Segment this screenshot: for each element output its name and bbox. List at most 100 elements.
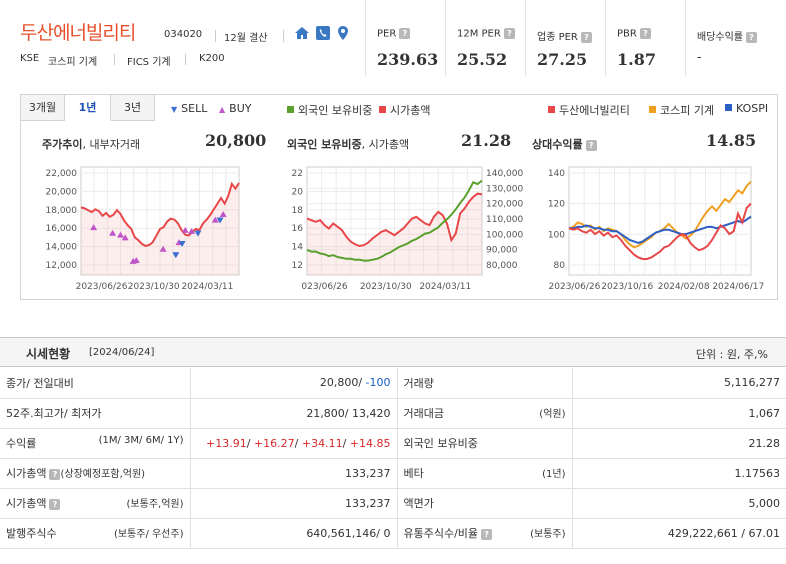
index-membership: K200 [199, 53, 225, 64]
market-name: KSE [20, 53, 40, 64]
legend-label: 코스피 기계 [660, 104, 715, 117]
kpi-value: - [697, 50, 702, 65]
phone-icon[interactable] [315, 25, 331, 41]
x-tick-label: 2023/10/16 [601, 282, 653, 292]
home-icon[interactable] [294, 25, 310, 41]
buy-marker [121, 234, 129, 241]
kpi-value: 1.87 [617, 50, 656, 69]
row-value: 21,800/ 13,420 [190, 398, 398, 429]
price-change: -100 [365, 376, 391, 390]
help-icon[interactable]: ? [399, 28, 411, 39]
market-status-table: 종가/ 전일대비 20,800/ -100 거래량 5,116,277 52주.… [0, 368, 786, 549]
row-value: 20,800/ -100 [190, 368, 398, 399]
return-6m: +34.11 [301, 436, 343, 450]
company-return-line [568, 202, 752, 260]
y-tick-label: 22 [292, 169, 303, 179]
row-label-text: 수익률 [6, 437, 37, 450]
table-row: 52주.최고가/ 최저가 21,800/ 13,420 거래대금 (억원) 1,0… [0, 398, 786, 429]
fics-industry[interactable]: FICS 기계 [127, 57, 171, 68]
legend-swatch [379, 106, 386, 113]
legend-swatch [287, 106, 294, 113]
price-chart-title: 주가추이, 내부자거래 [42, 136, 140, 152]
help-icon[interactable]: ? [585, 139, 597, 151]
y-tick-label: 14,000 [46, 243, 78, 253]
x-tick-label: 2023/10/30 [128, 282, 180, 292]
kpi-label: PBR [617, 28, 637, 40]
x-tick-label: 2024/03/11 [419, 282, 471, 292]
return-1y: +14.85 [349, 436, 391, 450]
tab-1y[interactable]: 1년 [65, 95, 111, 121]
row-value: 429,222,661 / 67.01 [572, 518, 786, 549]
tab-3y[interactable]: 3년 [111, 95, 155, 121]
kpi-dividend-yield: 배당수익률? - [685, 0, 786, 76]
y-tick-label: 80,000 [486, 261, 518, 271]
table-row: 시가총액? (보통주,억원) 133,237 액면가 5,000 [0, 488, 786, 519]
help-icon[interactable]: ? [503, 28, 515, 39]
y-tick-label: 14 [292, 243, 304, 253]
kpi-12m-per: 12M PER? 25.52 [445, 0, 525, 76]
row-label: 외국인 보유비중 [397, 428, 573, 459]
legend-label: 외국인 보유비중 [298, 104, 373, 117]
company-header: 두산에너빌리티 034020 12월 결산 KSE 코스피 기계 FICS 기계… [0, 0, 786, 76]
y-tick-label: 16 [292, 224, 304, 234]
legend-buy: ▲ BUY [219, 102, 251, 115]
x-tick-label: 2024/02/08 [658, 282, 710, 292]
buy-marker [117, 231, 124, 238]
section-title: 시세현황 [26, 347, 71, 361]
row-sublabel: (보통주,억원) [126, 499, 184, 510]
help-icon[interactable]: ? [49, 498, 61, 510]
relative-chart-value: 14.85 [706, 131, 757, 150]
relative-chart-title: 상대수익률? [532, 136, 597, 152]
row-sublabel: (1년) [542, 469, 566, 480]
row-value: 1,067 [572, 398, 786, 429]
row-label: 거래대금 (억원) [397, 398, 573, 429]
table-row: 발행주식수 (보통주/ 우선주) 640,561,146/ 0 유통주식수/비율?… [0, 518, 786, 549]
sell-marker [178, 241, 186, 248]
row-label: 종가/ 전일대비 [0, 368, 191, 399]
legend-label: 시가총액 [390, 104, 431, 117]
x-tick-label: 2023/10/30 [360, 282, 412, 292]
help-icon[interactable]: ? [580, 31, 592, 43]
chart-subtitle: , 내부자거래 [82, 138, 141, 151]
industry-group[interactable]: 코스피 기계 [48, 57, 98, 68]
row-label: 액면가 [397, 488, 573, 519]
y-tick-label: 12 [292, 261, 303, 271]
help-icon[interactable]: ? [746, 31, 757, 43]
foreign-chart-title: 외국인 보유비중, 시가총액 [287, 136, 409, 152]
row-label: 발행주식수 (보통주/ 우선주) [0, 518, 191, 549]
row-label-text: 시가총액 [6, 467, 47, 480]
price-chart: 22,000 20,000 18,000 16,000 14,000 12,000 2023… [46, 166, 240, 292]
y-tick-label: 18,000 [46, 206, 78, 216]
help-icon[interactable]: ? [481, 528, 493, 540]
y-tick-label: 140 [548, 169, 565, 179]
sell-triangle-icon: ▼ [171, 105, 178, 114]
y-tick-label: 22,000 [46, 169, 78, 179]
y-tick-label: 20,000 [46, 187, 78, 197]
row-value: 640,561,146/ 0 [190, 518, 398, 549]
tab-3m[interactable]: 3개월 [21, 95, 65, 121]
location-pin-icon[interactable] [335, 25, 351, 41]
section-date: [2024/06/24] [89, 347, 155, 358]
row-label: 베타 (1년) [397, 458, 573, 489]
y-tick-label: 100 [548, 230, 565, 240]
x-tick-label: 2023/06/26 [549, 282, 601, 292]
row-label-text: 시가총액 [6, 497, 47, 510]
x-tick-label: 2024/06/17 [712, 282, 764, 292]
price-line [80, 181, 240, 247]
legend-company: 두산에너빌리티 [548, 102, 630, 118]
row-label: 시가총액? (보통주,억원) [0, 488, 191, 519]
buy-marker [90, 224, 98, 231]
chart-subtitle: , 시가총액 [361, 138, 410, 151]
chart-title: 외국인 보유비중 [287, 138, 362, 151]
divider [283, 30, 284, 42]
buy-marker [188, 227, 196, 234]
help-icon[interactable]: ? [639, 28, 651, 39]
divider [114, 54, 115, 65]
help-icon[interactable]: ? [49, 468, 61, 480]
y-tick-label: 130,000 [486, 184, 523, 194]
divider [185, 54, 186, 65]
buy-marker [132, 256, 140, 263]
row-value: 1.17563 [572, 458, 786, 489]
chart-title: 주가추이 [42, 138, 83, 151]
row-value: +13.91/ +16.27/ +34.11/ +14.85 [190, 428, 398, 459]
